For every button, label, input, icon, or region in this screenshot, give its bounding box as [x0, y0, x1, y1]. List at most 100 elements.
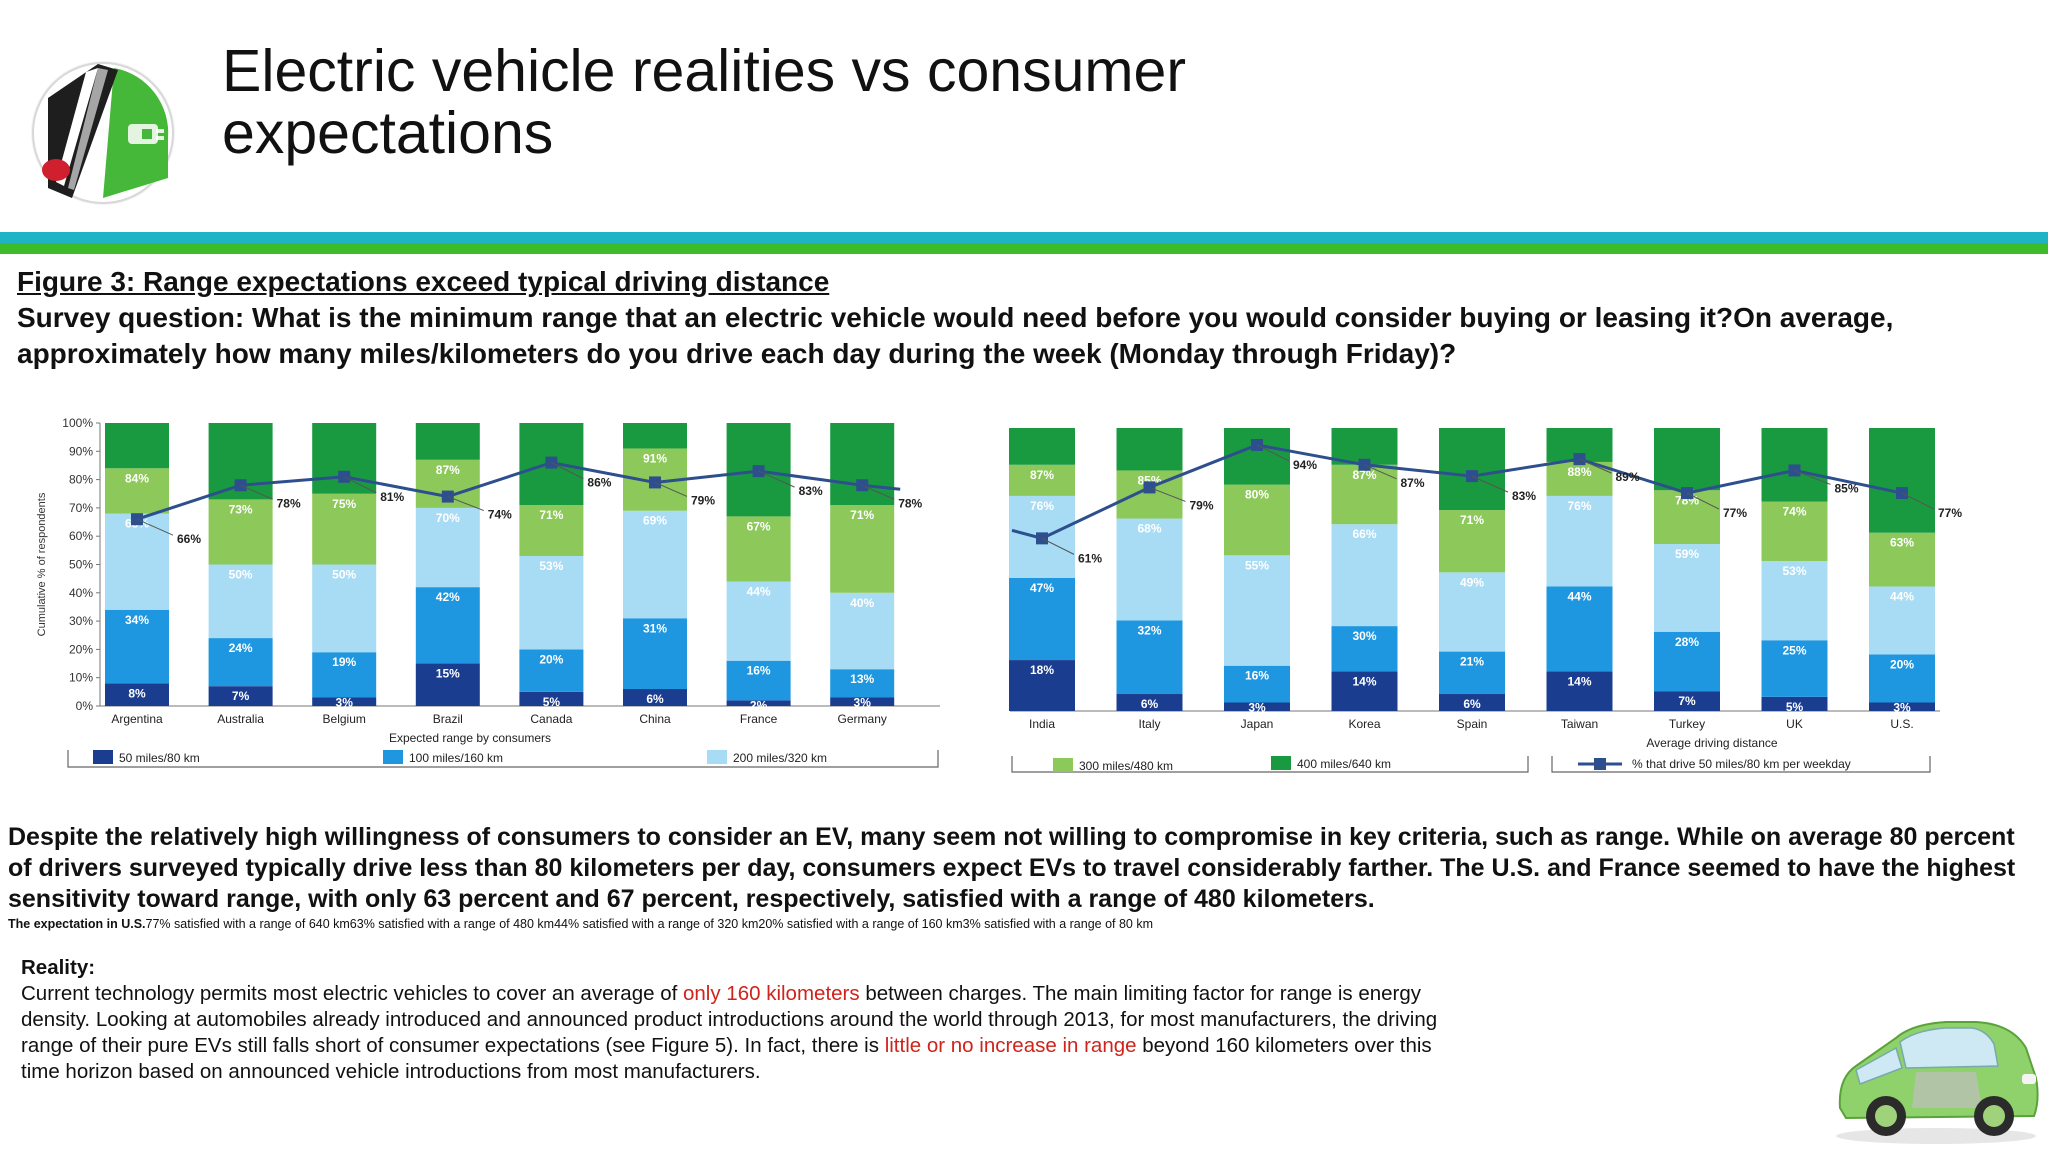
bar-segment: [415, 423, 480, 460]
line-point: [1143, 481, 1156, 494]
line-point: [1466, 470, 1478, 483]
data-label: 24%: [229, 641, 253, 655]
data-label: 59%: [1675, 547, 1699, 561]
line-label: 86%: [587, 476, 611, 490]
data-label: 44%: [747, 584, 771, 598]
category-label: Italy: [1138, 717, 1160, 731]
line-label: 87%: [1401, 476, 1425, 490]
bar-segment: [105, 423, 169, 469]
bar-segment: [1654, 631, 1720, 692]
data-label: 53%: [1782, 564, 1806, 578]
header-band-teal: [0, 232, 2048, 243]
bar-segment: [726, 516, 791, 582]
line-label-leader: [136, 518, 174, 536]
bar-segment: [312, 697, 377, 706]
line-label: 66%: [177, 532, 201, 546]
y-tick-label: 30%: [69, 614, 93, 628]
bar-segment: [415, 587, 480, 664]
legend-label: 50 miles/80 km: [119, 751, 200, 765]
category-label: Taiwan: [1561, 717, 1598, 731]
us-expectation-label: The expectation in U.S.: [8, 917, 146, 931]
data-label: 84%: [125, 471, 149, 485]
line-label-leader: [861, 484, 895, 500]
bar-segment: [830, 505, 895, 593]
line-label-leader: [1364, 464, 1397, 480]
reality-text: Current technology permits most electric…: [21, 981, 1461, 1085]
bar-segment: [1224, 665, 1290, 703]
data-label: 25%: [1782, 643, 1806, 657]
data-label: 87%: [1030, 468, 1054, 482]
header-band-green: [0, 243, 2048, 254]
line-label-leader: [758, 470, 795, 488]
legend-label: 300 miles/480 km: [1079, 759, 1173, 773]
bar-segment: [208, 564, 273, 639]
data-label: 3%: [1893, 701, 1911, 715]
data-label: 3%: [1248, 701, 1266, 715]
bar-segment: [415, 663, 480, 706]
data-label: 3%: [854, 696, 872, 710]
bar-segment: [312, 652, 377, 698]
data-label: 88%: [1567, 465, 1591, 479]
y-axis-label: Cumulative % of respondents: [36, 492, 48, 636]
y-tick-label: 70%: [69, 501, 93, 515]
bar-segment: [1869, 654, 1935, 703]
reality-highlight-2: little or no increase in range: [884, 1034, 1137, 1057]
bar-segment: [1439, 694, 1505, 711]
bar-segment: [726, 660, 791, 701]
y-tick-label: 90%: [69, 444, 93, 458]
line-label: 81%: [380, 490, 404, 504]
data-label: 55%: [1245, 558, 1269, 572]
data-label: 15%: [436, 667, 460, 681]
bar-segment: [1761, 640, 1828, 697]
bar-segment: [1331, 671, 1398, 711]
bar-segment: [830, 592, 895, 670]
data-label: 47%: [1030, 581, 1054, 595]
category-label: Brazil: [433, 712, 463, 726]
data-label: 20%: [1890, 657, 1914, 671]
bar-segment: [1116, 428, 1183, 471]
legend-line-marker: [1594, 758, 1606, 770]
data-label: 7%: [232, 689, 250, 703]
category-label: France: [740, 712, 778, 726]
data-label: 8%: [128, 686, 146, 700]
data-label: 44%: [1890, 589, 1914, 603]
legend-swatch: [1271, 756, 1291, 770]
category-label: Canada: [530, 712, 572, 726]
legend-swatch: [383, 750, 403, 764]
bar-segment: [1761, 696, 1828, 711]
y-tick-label: 0%: [76, 699, 94, 713]
line-label: 85%: [1835, 481, 1859, 495]
line-label-leader: [1901, 492, 1935, 510]
bar-segment: [1116, 518, 1183, 621]
line-point: [131, 513, 143, 526]
category-label: U.S.: [1890, 717, 1913, 731]
data-label: 66%: [1352, 527, 1376, 541]
bar-segment: [1224, 555, 1290, 666]
survey-question: Survey question: What is the minimum ran…: [17, 302, 1894, 369]
y-tick-label: 100%: [62, 416, 93, 430]
data-label: 5%: [543, 695, 561, 709]
reality-heading: Reality:: [21, 956, 96, 979]
bar-segment: [1869, 428, 1935, 533]
line-label-leader: [1256, 444, 1290, 462]
title-line-1: Electric vehicle realities vs consumer: [222, 38, 1186, 104]
bar-segment: [1331, 524, 1398, 627]
legend-swatch: [93, 750, 113, 764]
bar-segment: [623, 689, 687, 706]
bar-segment: [208, 638, 273, 687]
y-tick-label: 20%: [69, 642, 93, 656]
legend-label: % that drive 50 miles/80 km per weekday: [1632, 757, 1851, 771]
reality-block: Reality: Current technology permits most…: [21, 955, 1461, 1085]
bar-segment: [105, 468, 169, 514]
data-label: 31%: [643, 621, 667, 635]
reality-highlight-1: only 160 kilometers: [683, 982, 860, 1005]
line-point: [338, 470, 351, 483]
data-label: 68%: [1137, 522, 1161, 536]
data-label: 76%: [1030, 499, 1054, 513]
data-label: 67%: [747, 519, 771, 533]
data-label: 42%: [436, 590, 460, 604]
bar-segment: [1224, 484, 1290, 556]
bar-segment: [1116, 694, 1183, 711]
line-label: 74%: [488, 508, 512, 522]
